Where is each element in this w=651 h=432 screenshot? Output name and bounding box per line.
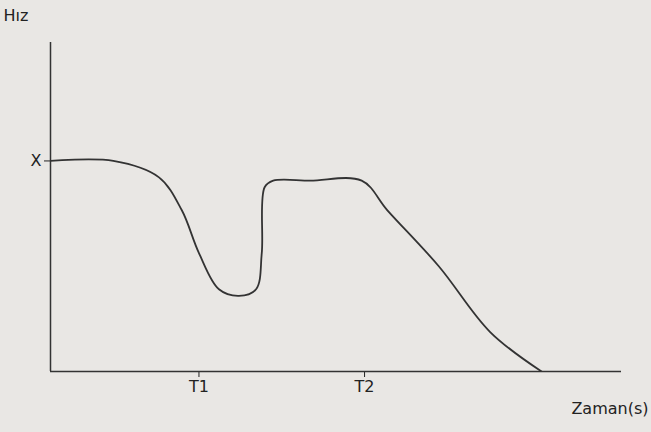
svg-text:Zaman(s): Zaman(s)	[571, 399, 648, 418]
svg-text:X: X	[31, 151, 42, 170]
svg-text:T1: T1	[188, 377, 209, 396]
svg-text:T2: T2	[354, 377, 375, 396]
svg-text:Hız: Hız	[4, 6, 29, 25]
